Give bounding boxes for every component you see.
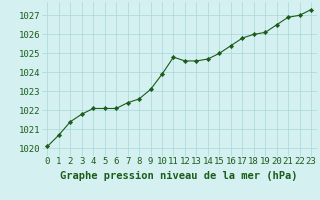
X-axis label: Graphe pression niveau de la mer (hPa): Graphe pression niveau de la mer (hPa) — [60, 171, 298, 181]
